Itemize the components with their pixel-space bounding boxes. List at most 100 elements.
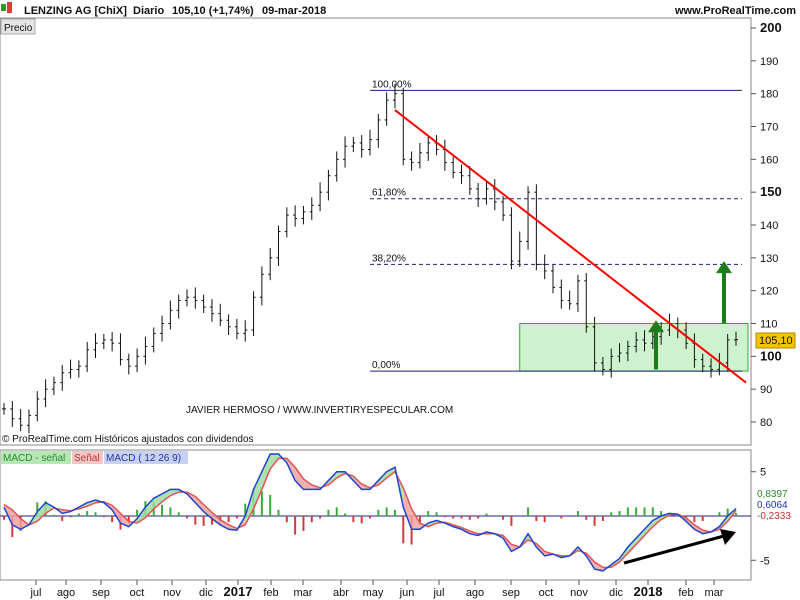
macd-fill (253, 471, 262, 509)
candle (85, 341, 90, 373)
macd-fill (195, 496, 204, 512)
candle (301, 205, 306, 225)
macd-fill (378, 471, 387, 485)
signal-line (3, 457, 737, 569)
price-tab-label: Precio (4, 23, 33, 34)
y-tick-label: 100 (760, 348, 782, 363)
candle (143, 336, 148, 365)
x-tick-label: nov (163, 587, 181, 599)
x-tick-label: oct (539, 587, 554, 599)
legend-macd: MACD ( 12 26 9) (106, 453, 181, 464)
candle (68, 359, 73, 379)
y-tick-label: 190 (760, 56, 778, 68)
candle (201, 294, 206, 313)
copyright-text: © ProRealTime.com Históricos ajustados c… (2, 434, 254, 445)
downtrend-line (394, 109, 747, 384)
candle (700, 353, 705, 373)
x-tick-label: mar (294, 587, 313, 599)
candle (60, 364, 65, 391)
x-tick-label: feb (263, 587, 278, 599)
candle (126, 353, 131, 375)
x-tick-label: may (363, 587, 384, 599)
y-tick-label: 90 (760, 384, 772, 396)
candle (634, 332, 639, 353)
macd-fill (203, 504, 212, 519)
candle (101, 334, 106, 350)
candle (193, 287, 198, 309)
candle (600, 356, 605, 376)
candle (376, 114, 381, 148)
candle (501, 196, 506, 222)
date-label: 09-mar-2018 (262, 5, 326, 17)
breakout-arrow-icon (648, 320, 664, 370)
candle (484, 181, 489, 205)
x-tick-label: ago (466, 587, 484, 599)
candle (2, 402, 6, 415)
macd-line (3, 453, 737, 572)
x-tick-label: sep (502, 587, 520, 599)
candle (359, 135, 364, 158)
x-tick-label: ago (57, 587, 75, 599)
watermark-text: JAVIER HERMOSO / WWW.INVERTIRYESPECULAR.… (186, 405, 453, 416)
candle (451, 156, 456, 179)
candle (209, 299, 214, 322)
x-tick-label: 2017 (224, 584, 253, 599)
x-tick-label: abr (333, 587, 349, 599)
macd-panel (0, 449, 752, 581)
macd-value-tags: 0,8397 0,6064 -0,2333 (753, 488, 798, 522)
candle (93, 333, 98, 358)
candle (642, 330, 647, 352)
candle (176, 294, 181, 319)
candle (417, 142, 422, 169)
candle (309, 197, 314, 221)
candle (459, 164, 464, 184)
x-tick-label: jul (432, 587, 444, 599)
candle (18, 408, 23, 432)
macd-tick-label: 5 (760, 467, 766, 479)
y-tick-label: 130 (760, 253, 778, 265)
price-panel (0, 17, 752, 446)
macd-fill (145, 498, 154, 518)
x-tick-label: dic (199, 587, 214, 599)
y-tick-label: 150 (760, 184, 782, 199)
header-bar: LENZING AG [ChiX] Diario 105,10 (+1,74%)… (1, 2, 796, 17)
y-tick-label: 200 (760, 20, 782, 35)
macd-fill (20, 518, 29, 530)
candle (392, 83, 397, 109)
macd-fill (37, 502, 46, 522)
macd-value: 0,8397 (757, 489, 788, 500)
last-change: 105,10 (+1,74%) (172, 5, 254, 17)
candle (268, 247, 273, 281)
macd-fill (403, 487, 412, 530)
candle (567, 290, 572, 310)
candle (168, 300, 173, 330)
candle (584, 272, 589, 333)
candle (276, 225, 281, 267)
candle (318, 182, 323, 212)
candle (26, 409, 31, 434)
target-arrow-icon (716, 261, 732, 324)
candle (509, 207, 514, 270)
macd-fill (353, 476, 362, 490)
legend-macd-signal: MACD - señal (3, 453, 65, 464)
x-tick-label: feb (678, 587, 693, 599)
macd-fill (162, 489, 171, 502)
y-tick-label: 80 (760, 417, 772, 429)
site-label: www.ProRealTime.com (674, 5, 796, 17)
macd-fill (303, 478, 312, 490)
candle (234, 318, 239, 340)
macd-fill (411, 508, 420, 530)
candle (492, 179, 497, 211)
macd-fill (644, 520, 653, 536)
candle (226, 314, 231, 335)
candle (542, 254, 547, 280)
price-tab[interactable] (0, 18, 36, 35)
candle (592, 316, 597, 372)
fib-level-label: 61,80% (372, 188, 406, 199)
x-tick-label: nov (570, 587, 588, 599)
candle (43, 379, 48, 408)
y-tick-label: 160 (760, 154, 778, 166)
fib-level-label: 38,20% (372, 253, 406, 264)
macd-fill (211, 512, 221, 525)
